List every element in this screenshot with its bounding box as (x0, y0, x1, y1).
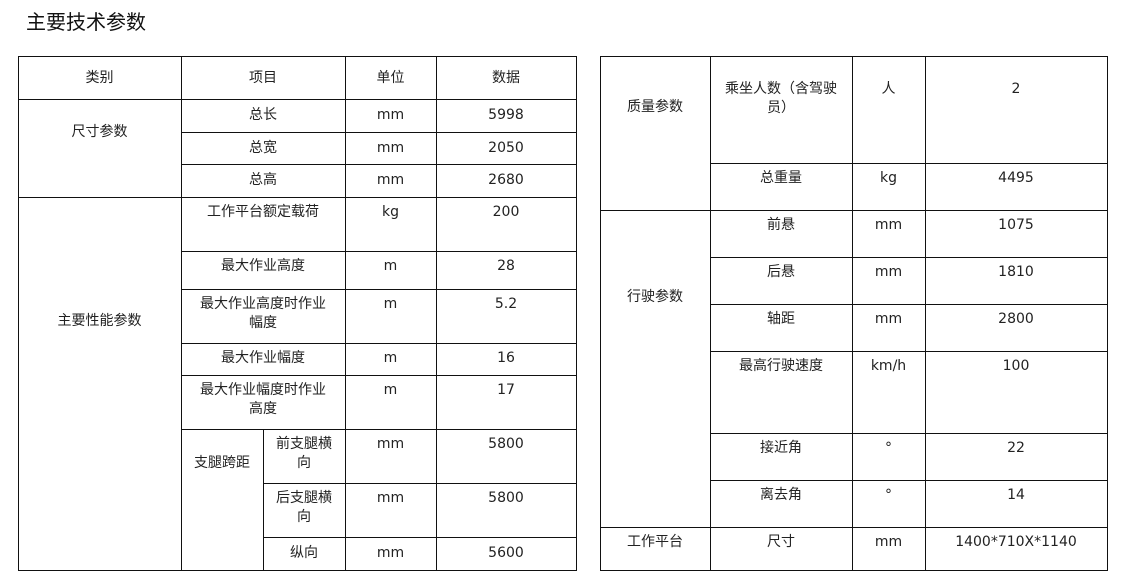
value-cell: 5600 (435, 536, 577, 571)
value-cell: 5800 (435, 428, 577, 484)
category-cell: 尺寸参数 (17, 98, 182, 198)
item-cell: 总重量 (709, 162, 853, 211)
value-cell: 2 (924, 55, 1108, 164)
value-cell: 1810 (924, 256, 1108, 305)
item-cell: 前支腿横向 (262, 428, 346, 484)
item-cell: 轴距 (709, 303, 853, 352)
value-cell: 17 (435, 374, 577, 430)
item-cell: 后支腿横向 (262, 482, 346, 538)
unit-cell: 人 (851, 55, 926, 164)
value-cell: 2680 (435, 163, 577, 198)
header-unit: 单位 (344, 55, 437, 100)
value-cell: 1075 (924, 209, 1108, 258)
category-cell: 行驶参数 (599, 209, 711, 528)
value-cell: 200 (435, 196, 577, 252)
item-cell: 总高 (180, 163, 346, 198)
item-cell: 工作平台额定载荷 (180, 196, 346, 252)
item-cell: 乘坐人数（含驾驶员） (709, 55, 853, 164)
value-cell: 100 (924, 350, 1108, 434)
value-cell: 14 (924, 479, 1108, 528)
item-cell: 尺寸 (709, 526, 853, 571)
item-cell: 前悬 (709, 209, 853, 258)
unit-cell: ° (851, 432, 926, 481)
value-cell: 2800 (924, 303, 1108, 352)
header-item: 项目 (180, 55, 346, 100)
unit-cell: m (344, 250, 437, 290)
category-cell: 主要性能参数 (17, 196, 182, 571)
page-title: 主要技术参数 (26, 10, 146, 34)
category-cell: 工作平台 (599, 526, 711, 571)
value-cell: 5998 (435, 98, 577, 133)
unit-cell: mm (851, 209, 926, 258)
value-cell: 16 (435, 342, 577, 376)
unit-cell: ° (851, 479, 926, 528)
group-cell: 支腿跨距 (180, 428, 264, 571)
unit-cell: mm (851, 303, 926, 352)
item-cell: 最高行驶速度 (709, 350, 853, 434)
unit-cell: mm (344, 536, 437, 571)
value-cell: 28 (435, 250, 577, 290)
unit-cell: mm (344, 428, 437, 484)
item-cell: 最大作业高度 (180, 250, 346, 290)
value-cell: 2050 (435, 131, 577, 165)
item-cell: 纵向 (262, 536, 346, 571)
unit-cell: m (344, 288, 437, 344)
unit-cell: mm (344, 163, 437, 198)
header-category: 类别 (17, 55, 182, 100)
value-cell: 22 (924, 432, 1108, 481)
item-cell: 最大作业幅度时作业高度 (180, 374, 346, 430)
unit-cell: mm (851, 526, 926, 571)
header-value: 数据 (435, 55, 577, 100)
item-cell: 后悬 (709, 256, 853, 305)
unit-cell: m (344, 374, 437, 430)
unit-cell: mm (344, 482, 437, 538)
unit-cell: kg (344, 196, 437, 252)
item-cell: 总长 (180, 98, 346, 133)
category-cell: 质量参数 (599, 55, 711, 211)
unit-cell: mm (344, 98, 437, 133)
unit-cell: mm (851, 256, 926, 305)
unit-cell: mm (344, 131, 437, 165)
item-cell: 接近角 (709, 432, 853, 481)
value-cell: 4495 (924, 162, 1108, 211)
item-cell: 最大作业高度时作业幅度 (180, 288, 346, 344)
item-cell: 总宽 (180, 131, 346, 165)
value-cell: 1400*710X*1140 (924, 526, 1108, 571)
unit-cell: km/h (851, 350, 926, 434)
item-cell: 最大作业幅度 (180, 342, 346, 376)
item-cell: 离去角 (709, 479, 853, 528)
value-cell: 5800 (435, 482, 577, 538)
unit-cell: m (344, 342, 437, 376)
value-cell: 5.2 (435, 288, 577, 344)
unit-cell: kg (851, 162, 926, 211)
